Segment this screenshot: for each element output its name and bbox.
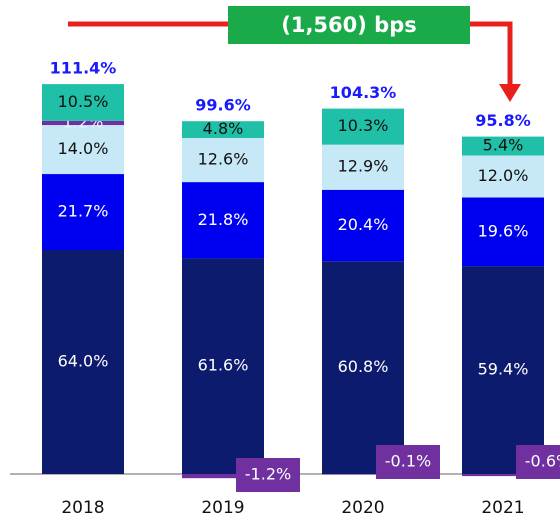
label-box xyxy=(516,445,560,479)
total-label: 104.3% xyxy=(330,83,397,102)
label-box xyxy=(236,458,300,492)
value-label: 12.6% xyxy=(198,150,249,169)
value-label: -1.2% xyxy=(245,465,291,484)
annotation-box xyxy=(228,6,470,44)
value-label: 59.4% xyxy=(478,360,529,379)
total-label: 99.6% xyxy=(195,96,251,115)
x-tick-label: 2018 xyxy=(61,498,104,518)
value-label: 60.8% xyxy=(338,357,389,376)
bar-segment xyxy=(322,474,404,475)
value-label: 64.0% xyxy=(58,352,109,371)
label-box xyxy=(376,445,440,479)
bar-segment xyxy=(462,155,544,198)
value-label: -0.6% xyxy=(525,452,560,471)
bar-segment xyxy=(42,84,124,121)
value-label: 12.9% xyxy=(338,157,389,176)
bar-segment xyxy=(462,474,544,477)
value-label: 21.7% xyxy=(58,202,109,221)
bar-segment xyxy=(322,144,404,190)
bar-segment xyxy=(462,197,544,267)
bar-segment xyxy=(182,121,264,138)
bar-segment xyxy=(462,136,544,156)
value-label: 12.0% xyxy=(478,166,529,185)
bar-segment xyxy=(42,174,124,250)
value-label: 20.4% xyxy=(338,215,389,234)
value-label: 4.8% xyxy=(203,119,244,138)
bar-segment xyxy=(322,189,404,262)
value-label: 61.6% xyxy=(198,356,249,375)
value-label: -0.1% xyxy=(385,452,431,471)
x-tick-label: 2020 xyxy=(341,498,384,518)
bar-segment xyxy=(42,120,124,126)
value-label: 5.4% xyxy=(483,136,524,155)
arrow-head xyxy=(499,84,521,102)
total-label: 95.8% xyxy=(475,111,531,130)
value-label: 21.8% xyxy=(198,210,249,229)
x-tick-label: 2021 xyxy=(481,498,524,518)
bar-segment xyxy=(182,138,264,183)
bar-segment xyxy=(322,108,404,145)
bar-segment xyxy=(42,250,124,474)
bar-segment xyxy=(322,261,404,474)
arrow-line xyxy=(470,21,513,88)
bar-segment xyxy=(182,258,264,474)
total-label: 111.4% xyxy=(50,59,117,78)
annotation: (1,560) bps xyxy=(281,13,417,37)
bar-segment xyxy=(182,182,264,259)
bar-segment xyxy=(42,125,124,175)
value-label: 19.6% xyxy=(478,221,529,240)
bar-segment xyxy=(462,266,544,474)
bar-segment xyxy=(182,474,264,479)
value-label: 10.3% xyxy=(338,116,389,135)
value-label: 10.5% xyxy=(58,92,109,111)
value-label: 14.0% xyxy=(58,139,109,158)
x-tick-label: 2019 xyxy=(201,498,244,518)
